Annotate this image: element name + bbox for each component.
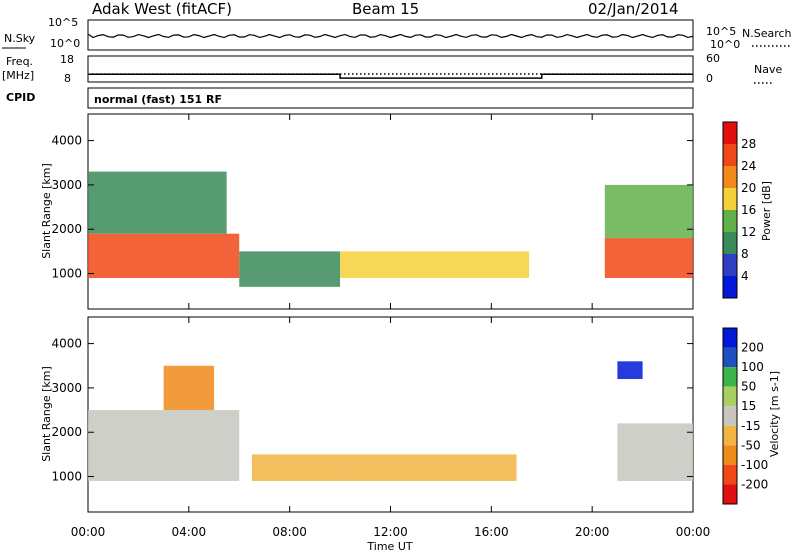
power-region [88,171,227,234]
velocity-colorbar-tick: -15 [741,419,761,433]
power-colorbar-cell [723,254,737,276]
power-ytick-label: 4000 [51,134,82,148]
velocity-colorbar-cell [723,406,737,426]
cpid-label: CPID [6,91,35,104]
freq-unit: [MHz] [2,69,34,82]
power-colorbar-cell [723,122,737,144]
power-colorbar-frame [722,121,738,299]
nsearch-label: N.Search [742,27,792,40]
velocity-colorbar-cell [723,367,737,387]
power-colorbar-tick: 4 [741,269,749,283]
power-ylabel: Slant Range [km] [40,163,53,259]
power-colorbar-tick: 12 [741,225,756,239]
velocity-colorbar-cell [723,484,737,504]
velocity-colorbar-tick: 100 [741,360,764,374]
power-region [340,251,530,278]
nsky-panel [87,19,694,51]
velocity-ylabel: Slant Range [km] [40,366,53,462]
station-title: Adak West (fitACF) [92,0,232,18]
velocity-colorbar-tick: 50 [741,380,756,394]
power-region [604,238,693,278]
freq-trace [88,73,693,79]
freq-tick-low: 8 [64,72,71,85]
velocity-colorbar-tick: 200 [741,341,764,355]
power-colorbar-cell [723,144,737,166]
freq-tick-high: 18 [60,53,74,66]
velocity-ytick-label: 3000 [51,381,82,395]
date-title: 02/Jan/2014 [588,0,679,18]
velocity-colorbar-cell [723,347,737,368]
velocity-colorbar-cell [723,445,737,465]
velocity-region [88,410,240,481]
freq-panel [87,55,694,83]
power-ytick-label: 1000 [51,267,82,281]
power-colorbar-tick: 24 [741,159,756,173]
freq-label: Freq. [6,55,33,68]
velocity-colorbar-frame [722,327,738,505]
velocity-colorbar-cell [723,386,737,407]
nsky-trace [87,33,694,39]
xtick-label: 00:00 [71,525,106,539]
power-ytick-label: 2000 [51,222,82,236]
nave-tick-low: 0 [706,72,713,85]
velocity-colorbar-cell [723,464,737,485]
velocity-region [340,454,517,481]
nsky-tick-low-right: 10^0 [710,38,740,51]
velocity-region [163,365,215,411]
velocity-ytick-label: 4000 [51,337,82,351]
nave-tick-high: 60 [706,52,720,65]
power-colorbar-cell [723,166,737,188]
power-colorbar-label: Power [dB] [760,181,773,241]
nsky-label: N.Sky [4,32,36,45]
power-colorbar-cell [723,210,737,232]
xtick-label: 16:00 [474,525,509,539]
beam-title: Beam 15 [352,0,419,18]
power-colorbar-cell [723,232,737,254]
velocity-colorbar-tick: -50 [741,438,761,452]
velocity-ytick-label: 1000 [51,470,82,484]
velocity-colorbar-label: Velocity [m s-1] [768,371,781,457]
xtick-label: 00:00 [676,525,711,539]
velocity-region [617,361,643,380]
power-region [604,184,693,239]
xtick-label: 04:00 [172,525,207,539]
xaxis-label: Time UT [366,540,412,553]
power-region [88,233,240,278]
velocity-colorbar-tick: 15 [741,399,756,413]
nsky-path [87,33,694,39]
cpid-panel [87,87,694,109]
power-colorbar-cell [723,276,737,298]
xtick-label: 20:00 [575,525,610,539]
velocity-colorbar-tick: -100 [741,458,768,472]
velocity-colorbar-cell [723,328,737,348]
velocity-region [251,454,341,481]
nsky-tick-low: 10^0 [50,37,80,50]
velocity-ytick-label: 2000 [51,425,82,439]
power-colorbar-cell [723,188,737,210]
power-colorbar-tick: 8 [741,247,749,261]
cpid-value: normal (fast) 151 RF [94,93,222,106]
power-colorbar-tick: 16 [741,203,756,217]
power-region [239,251,341,287]
power-colorbar-tick: 20 [741,181,756,195]
nsky-tick-high: 10^5 [48,16,78,29]
freq-path [88,73,693,79]
power-ytick-label: 3000 [51,178,82,192]
xtick-label: 08:00 [272,525,307,539]
nave-label: Nave [754,63,782,76]
nsky-tick-high-right: 10^5 [706,25,736,38]
xtick-label: 12:00 [373,525,408,539]
velocity-colorbar-cell [723,425,737,446]
velocity-colorbar-tick: -200 [741,477,768,491]
velocity-region [617,423,693,481]
power-colorbar-tick: 28 [741,137,756,151]
